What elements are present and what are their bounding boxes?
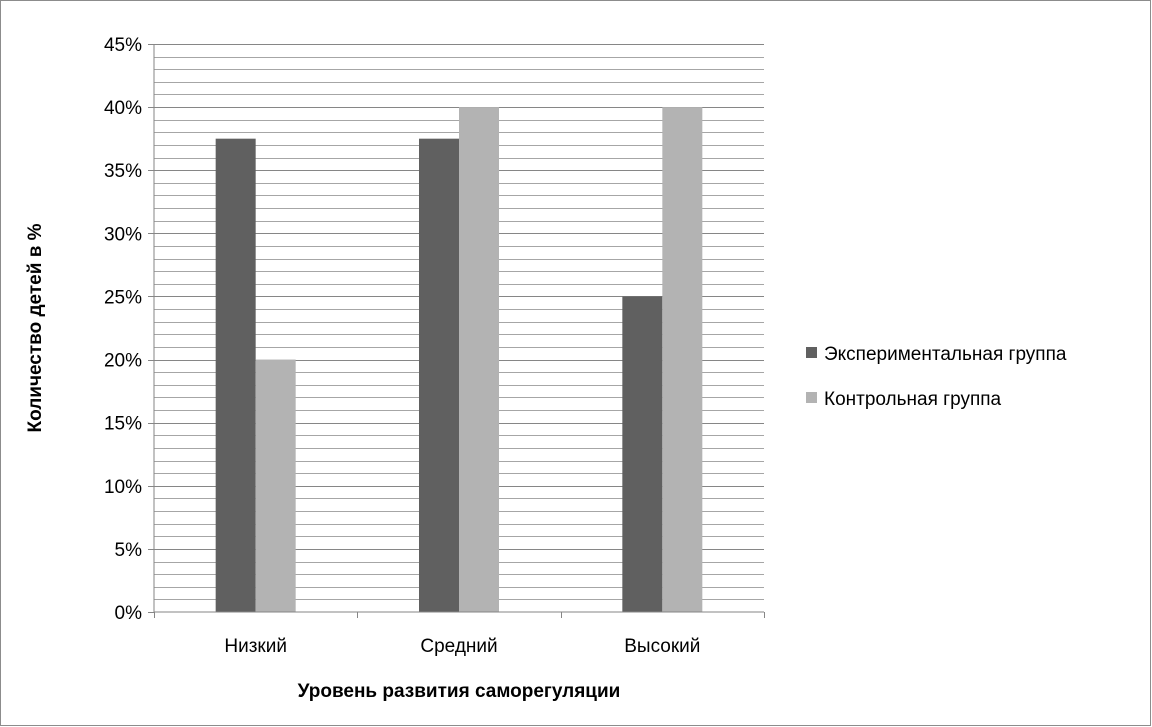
legend-label: Контрольная группа (824, 389, 1002, 410)
y-tick-label: 45% (104, 35, 142, 56)
bars (215, 107, 703, 612)
bar-control-1 (459, 107, 499, 612)
legend-swatch (806, 392, 817, 403)
x-tick-label: Высокий (624, 636, 700, 657)
bar-experimental-2 (622, 296, 663, 612)
axes (148, 44, 765, 618)
y-axis-title: Количество детей в % (25, 223, 46, 432)
bar-experimental-0 (215, 138, 256, 612)
y-tick-label: 15% (104, 414, 142, 435)
x-tick-labels: Низкий Средний Высокий (224, 636, 700, 657)
y-tick-label: 10% (104, 477, 142, 498)
bar-control-0 (255, 359, 296, 612)
y-tick-label: 0% (115, 603, 143, 624)
legend: Экспериментальная группа Контрольная гру… (806, 344, 1067, 410)
bar-experimental-1 (419, 138, 459, 612)
bar-control-2 (662, 107, 703, 612)
y-tick-label: 5% (115, 540, 143, 561)
legend-item-control: Контрольная группа (806, 389, 1002, 410)
legend-swatch (806, 347, 817, 358)
x-tick-label: Низкий (224, 636, 287, 657)
y-tick-label: 40% (104, 98, 142, 119)
x-tick-label: Средний (420, 636, 497, 657)
y-tick-label: 35% (104, 161, 142, 182)
y-tick-label: 25% (104, 287, 142, 308)
y-tick-label: 20% (104, 351, 142, 372)
legend-label: Экспериментальная группа (824, 344, 1067, 365)
y-tick-labels: 0% 5% 10% 15% 20% 25% 30% 35% 40% 45% (104, 35, 142, 624)
x-axis-title: Уровень развития саморегуляции (298, 681, 621, 702)
legend-item-experimental: Экспериментальная группа (806, 344, 1067, 365)
y-tick-label: 30% (104, 224, 142, 245)
